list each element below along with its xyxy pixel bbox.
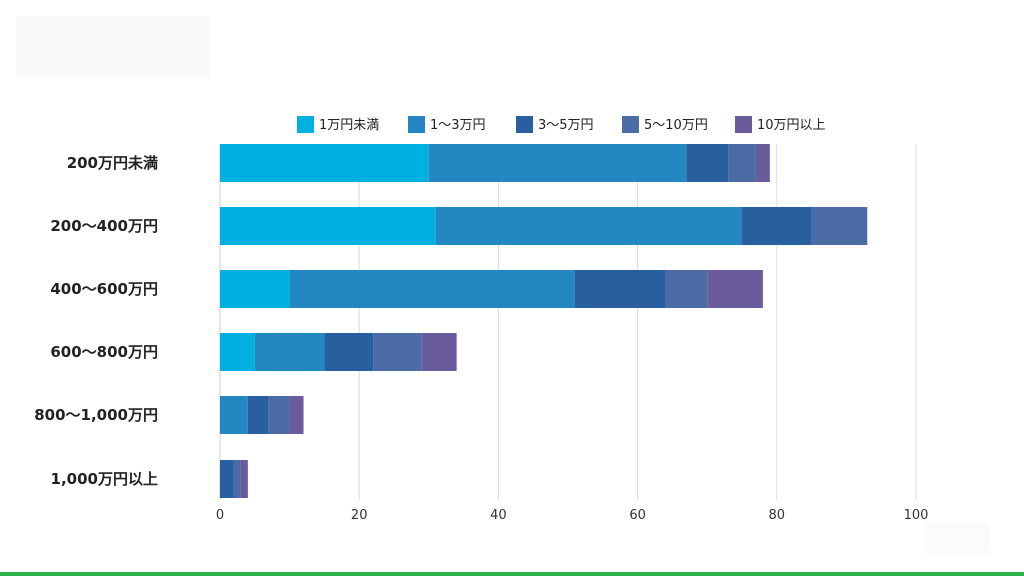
bar-segment-2-3 [665,270,708,308]
category-label: 1,000万円以上 [51,470,158,488]
legend-swatch [735,116,752,133]
bar-segment-2-4 [707,270,763,308]
bar-segment-1-1 [435,207,742,245]
x-axis-ticks: 0 20 40 60 80 100 [216,508,929,523]
bar-segment-3-2 [324,333,374,371]
bar-segment-2-2 [574,270,666,308]
bar-segment-0-2 [686,144,729,182]
legend-label: 5～10万円 [644,118,708,133]
x-tick-label: 60 [629,508,646,523]
blank-corner-area [924,522,990,554]
chart-legend: 1万円未満 1～3万円 3～5万円 5～10万円 10万円以上 [297,116,826,133]
x-tick-label: 20 [351,508,368,523]
bar-segment-1-2 [742,207,812,245]
category-label: 600～800万円 [50,343,158,361]
bar-segment-4-2 [247,396,269,434]
legend-swatch [516,116,533,133]
bar-segment-0-0 [220,144,429,182]
bar-segment-0-1 [428,144,687,182]
bar-segment-1-3 [811,207,868,245]
x-tick-label: 0 [216,508,224,523]
bar-segment-0-4 [755,144,770,182]
bar-segment-4-1 [220,396,248,434]
category-labels: 200万円未満 200～400万円 400～600万円 600～800万円 800～1,… [34,154,158,488]
bar-segment-2-1 [289,270,575,308]
bottom-accent-bar [0,572,1024,576]
legend-swatch [297,116,314,133]
legend-swatch [622,116,639,133]
legend-label: 3～5万円 [538,118,594,133]
bar-segment-3-1 [254,333,325,371]
legend-label: 1万円未満 [319,118,379,133]
x-tick-label: 100 [904,508,929,523]
bar-segment-3-4 [421,333,457,371]
chart-bars [220,144,868,498]
blank-header-area [16,16,210,78]
chart-gridlines [219,144,917,500]
bar-segment-3-3 [373,333,422,371]
legend-label: 10万円以上 [757,118,826,133]
bar-segment-4-4 [289,396,304,434]
bar-segment-4-3 [268,396,290,434]
category-label: 200万円未満 [67,154,158,172]
bar-segment-3-0 [220,333,255,371]
category-label: 800～1,000万円 [34,406,158,424]
category-label: 200～400万円 [50,217,158,235]
bar-segment-1-0 [220,207,436,245]
x-tick-label: 80 [769,508,786,523]
legend-swatch [408,116,425,133]
bar-segment-5-4 [240,460,248,498]
x-tick-label: 40 [490,508,507,523]
category-label: 400～600万円 [50,280,158,298]
bar-segment-5-3 [233,460,241,498]
legend-label: 1～3万円 [430,118,486,133]
bar-segment-0-3 [728,144,756,182]
bar-segment-2-0 [220,270,290,308]
bar-segment-5-2 [220,460,234,498]
